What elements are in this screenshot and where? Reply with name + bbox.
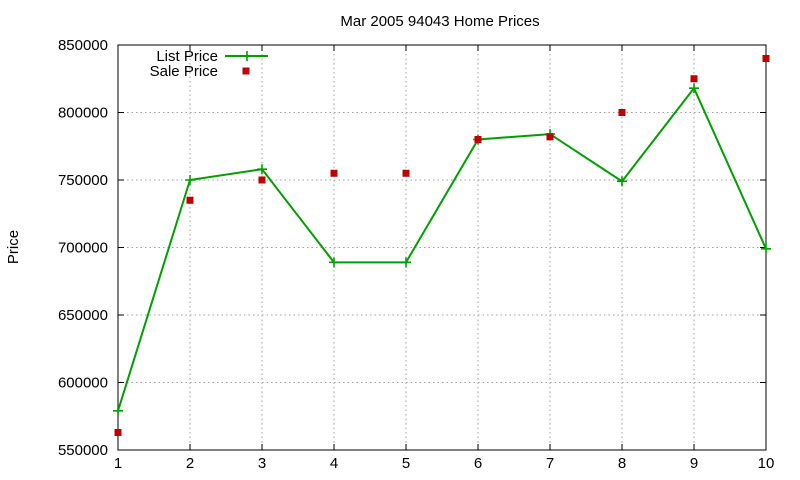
legend-marker-sale-price bbox=[242, 67, 250, 75]
point-sale-price bbox=[618, 109, 626, 116]
x-tick-label: 3 bbox=[258, 455, 266, 472]
point-list-price bbox=[401, 257, 411, 268]
y-tick-label: 850000 bbox=[58, 37, 108, 54]
point-sale-price bbox=[762, 55, 770, 62]
point-sale-price bbox=[186, 196, 194, 204]
x-tick-label: 7 bbox=[546, 455, 554, 472]
point-list-price bbox=[185, 175, 195, 185]
series-layer bbox=[113, 55, 771, 436]
x-tick-label: 4 bbox=[330, 455, 338, 472]
legend-label-sale-price: Sale Price bbox=[150, 63, 218, 80]
legend: List Price Sale Price bbox=[150, 48, 268, 80]
x-tick-label: 2 bbox=[186, 455, 194, 472]
point-sale-price bbox=[474, 136, 482, 143]
ticks-layer: 1 2 3 4 5 6 7 8 9 10 550000 600000 650000 700000 75000… bbox=[58, 37, 774, 472]
point-list-price bbox=[257, 164, 267, 175]
point-sale-price bbox=[114, 428, 122, 436]
x-tick-label: 1 bbox=[114, 455, 122, 472]
x-tick-label: 6 bbox=[474, 455, 482, 472]
point-sale-price bbox=[330, 169, 338, 177]
point-sale-price bbox=[690, 75, 698, 83]
y-tick-label: 550000 bbox=[58, 442, 108, 459]
y-tick-label: 650000 bbox=[58, 307, 108, 324]
chart-title: Mar 2005 94043 Home Prices bbox=[340, 13, 539, 30]
x-tick-label: 5 bbox=[402, 455, 410, 472]
point-list-price bbox=[761, 243, 771, 254]
point-list-price bbox=[617, 176, 627, 187]
grid-layer bbox=[118, 45, 766, 450]
y-tick-label: 800000 bbox=[58, 105, 108, 122]
point-sale-price bbox=[546, 133, 554, 141]
legend-marker-list-price bbox=[242, 51, 252, 61]
y-axis-label: Price bbox=[5, 230, 22, 264]
x-tick-label: 8 bbox=[618, 455, 626, 472]
point-sale-price bbox=[258, 176, 266, 184]
y-tick-label: 700000 bbox=[58, 240, 108, 257]
y-tick-label: 600000 bbox=[58, 375, 108, 392]
x-tick-label: 10 bbox=[758, 455, 775, 472]
y-tick-label: 750000 bbox=[58, 172, 108, 189]
point-list-price bbox=[329, 257, 339, 268]
point-sale-price bbox=[402, 169, 410, 177]
x-tick-label: 9 bbox=[690, 455, 698, 472]
point-list-price bbox=[113, 405, 123, 416]
legend-label-list-price: List Price bbox=[156, 48, 218, 65]
point-list-price bbox=[689, 83, 699, 94]
series-line-list-price bbox=[117, 86, 767, 412]
